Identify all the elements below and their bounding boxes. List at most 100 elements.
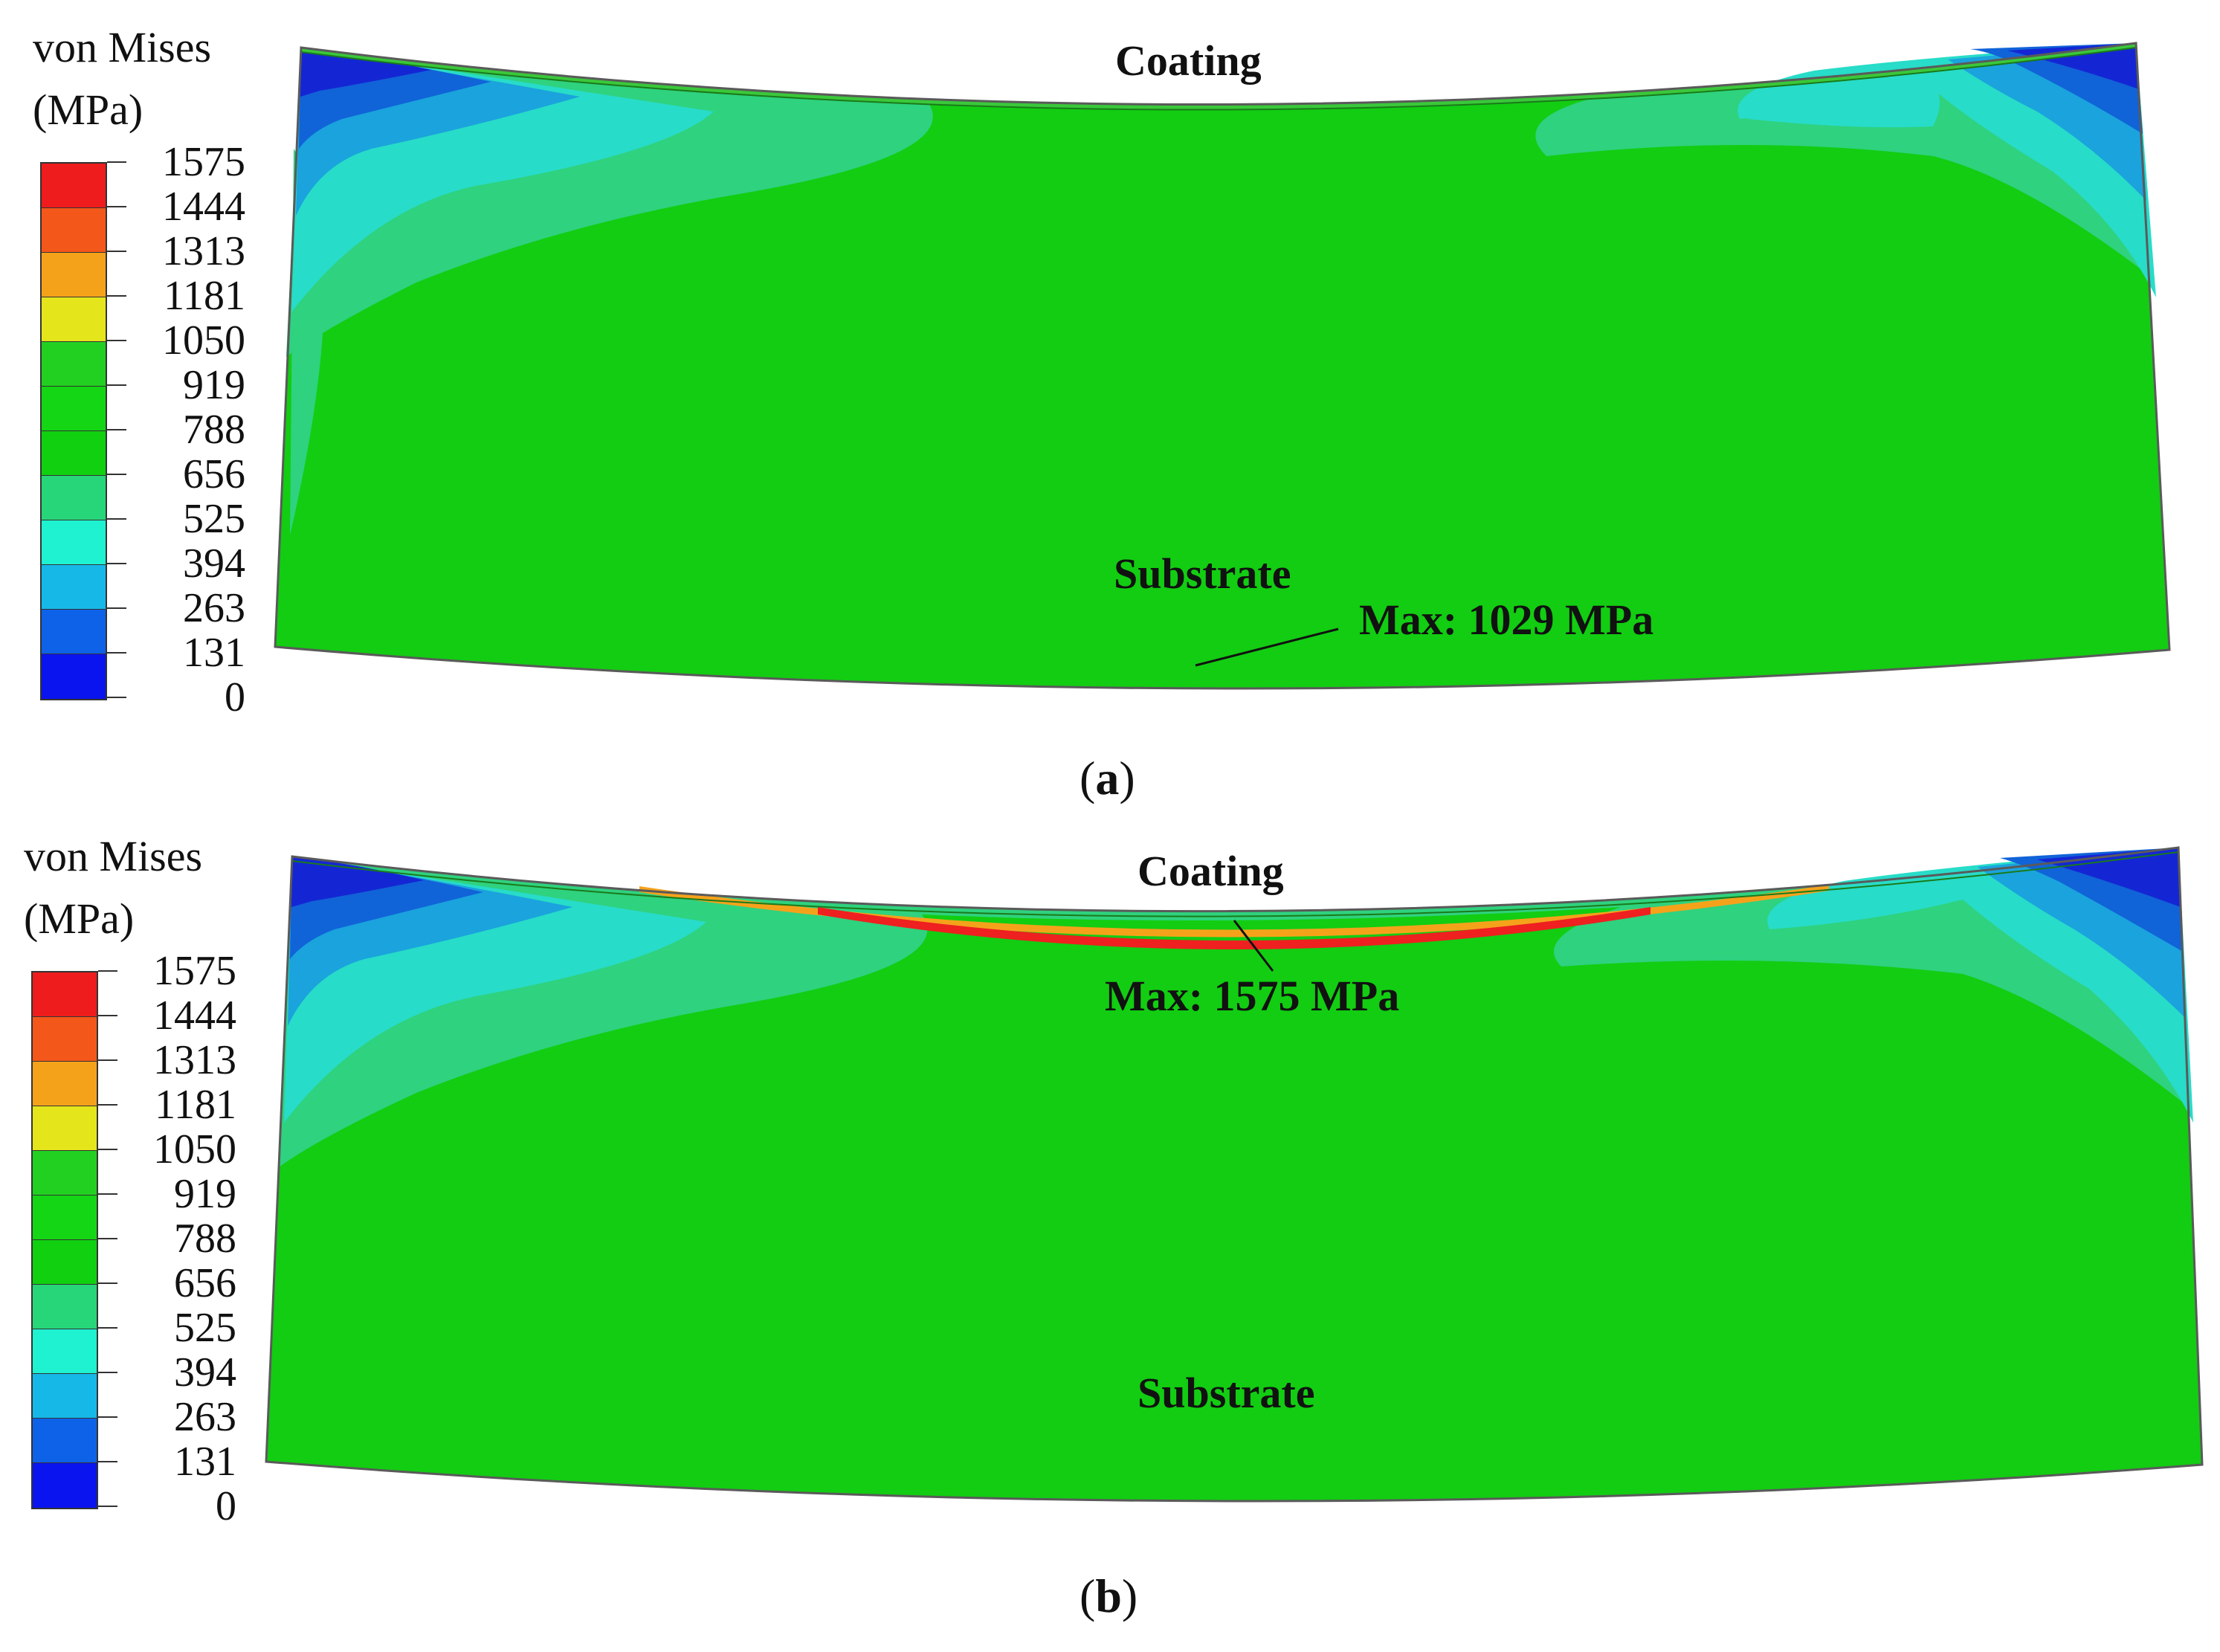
contour-deepblue-left (300, 48, 431, 97)
colorbar-tick-mark (98, 1506, 117, 1507)
colorbar-band (33, 1017, 97, 1062)
colorbar-tick-label: 131 (183, 630, 245, 676)
legend-title: von Mises (MPa) (24, 825, 202, 950)
colorbar-tick-label: 525 (174, 1305, 236, 1351)
colorbar-tick-label: 263 (183, 585, 245, 631)
colorbar-band (42, 654, 106, 699)
colorbar-tick-label: 394 (174, 1349, 236, 1396)
colorbar (31, 971, 98, 1509)
substrate-label: Substrate (1114, 549, 1291, 598)
colorbar-band (33, 972, 97, 1017)
colorbar-tick-mark (98, 970, 117, 972)
stress-contour-plot-a (274, 42, 2171, 690)
colorbar-tick-mark (98, 1372, 117, 1373)
colorbar-tick-mark (98, 1149, 117, 1150)
colorbar-tick-mark (98, 1238, 117, 1239)
colorbar-band (42, 520, 106, 565)
colorbar-band (33, 1463, 97, 1508)
legend-title-line1: von Mises (33, 23, 212, 71)
colorbar-band (42, 164, 106, 208)
colorbar-tick-mark (107, 251, 126, 252)
colorbar-tick-label: 1444 (162, 184, 245, 230)
substrate-body (274, 42, 2171, 690)
plate-outline (265, 846, 2204, 1503)
colorbar-tick-mark (107, 607, 126, 609)
legend-unit: (MPa) (24, 894, 135, 943)
panel-caption-b: (b) (1080, 1569, 1138, 1622)
colorbar-tick-label: 1050 (162, 317, 245, 364)
legend-unit: (MPa) (33, 85, 143, 134)
colorbar-band (33, 1329, 97, 1374)
panel-b: von Mises (MPa) 1575 1444 1313 1181 1050 919 7… (0, 825, 2220, 1652)
substrate-label: Substrate (1138, 1369, 1315, 1417)
colorbar-tick-label: 919 (183, 362, 245, 408)
colorbar-tick-label: 1181 (164, 273, 245, 319)
colorbar-band (33, 1196, 97, 1240)
substrate-body (265, 846, 2204, 1503)
colorbar-band (33, 1419, 97, 1463)
substrate-region (275, 43, 2169, 689)
colorbar-band (42, 208, 106, 253)
plate-outline (274, 42, 2171, 690)
colorbar-tick-label: 1444 (153, 993, 236, 1039)
colorbar-band (42, 565, 106, 610)
colorbar-tick-mark (98, 1193, 117, 1195)
colorbar-tick-label: 788 (174, 1216, 236, 1262)
coating-label: Coating (1115, 36, 1262, 85)
coating-label: Coating (1138, 847, 1284, 895)
colorbar-band (33, 1240, 97, 1285)
colorbar-tick-mark (107, 206, 126, 207)
colorbar-tick-mark (107, 697, 126, 698)
colorbar-tick-mark (107, 384, 126, 386)
colorbar-tick-label: 1313 (162, 228, 245, 274)
colorbar-tick-mark (98, 1282, 117, 1284)
max-stress-leader-a (1195, 627, 1339, 667)
colorbar-tick-label: 1575 (153, 948, 236, 994)
colorbar-band (42, 431, 106, 476)
colorbar-tick-label: 0 (216, 1483, 236, 1529)
colorbar-tick-mark (107, 295, 126, 297)
colorbar-band (33, 1151, 97, 1196)
colorbar-band (33, 1374, 97, 1419)
colorbar-tick-label: 394 (183, 541, 245, 587)
colorbar-tick-mark (98, 1059, 117, 1061)
colorbar-tick-mark (98, 1416, 117, 1418)
colorbar-tick-label: 0 (225, 674, 245, 720)
colorbar-tick-label: 919 (174, 1171, 236, 1217)
colorbar-tick-mark (107, 429, 126, 430)
colorbar-tick-label: 656 (174, 1260, 236, 1306)
colorbar-tick-mark (107, 518, 126, 520)
colorbar-tick-mark (98, 1327, 117, 1329)
contour-mid-green-top (286, 43, 2149, 357)
colorbar-tick-label: 1181 (155, 1082, 236, 1128)
colorbar-tick-label: 131 (174, 1439, 236, 1485)
colorbar-tick-mark (107, 161, 126, 163)
contour-cyan-right-corner (1747, 67, 1940, 128)
colorbar-tick-mark (107, 340, 126, 341)
colorbar-tick-mark (98, 1461, 117, 1462)
colorbar-tick-mark (98, 1015, 117, 1016)
colorbar-tick-label: 263 (174, 1394, 236, 1440)
legend-title-line1: von Mises (24, 832, 203, 880)
colorbar-tick-label: 525 (183, 496, 245, 542)
colorbar-tick-mark (107, 474, 126, 475)
max-stress-label: Max: 1575 MPa (1105, 972, 1400, 1020)
max-stress-leader-b (1233, 920, 1274, 972)
colorbar-band (42, 387, 106, 431)
colorbar-band (33, 1285, 97, 1329)
panel-a: von Mises (MPa) 1575 1444 1313 1181 1050 919 7… (0, 0, 2220, 825)
colorbar-tick-mark (107, 563, 126, 564)
colorbar-band (33, 1106, 97, 1151)
colorbar-tick-label: 1313 (153, 1037, 236, 1083)
colorbar-tick-mark (98, 1104, 117, 1106)
colorbar-band (42, 253, 106, 297)
colorbar-band (42, 297, 106, 342)
colorbar-tick-label: 788 (183, 407, 245, 453)
colorbar-tick-label: 1050 (153, 1126, 236, 1172)
colorbar-tick-mark (107, 652, 126, 654)
colorbar-tick-label: 656 (183, 451, 245, 497)
colorbar-band (42, 610, 106, 654)
legend-title: von Mises (MPa) (33, 16, 211, 141)
contour-deepblue-right (2037, 848, 2181, 907)
colorbar (40, 162, 107, 700)
